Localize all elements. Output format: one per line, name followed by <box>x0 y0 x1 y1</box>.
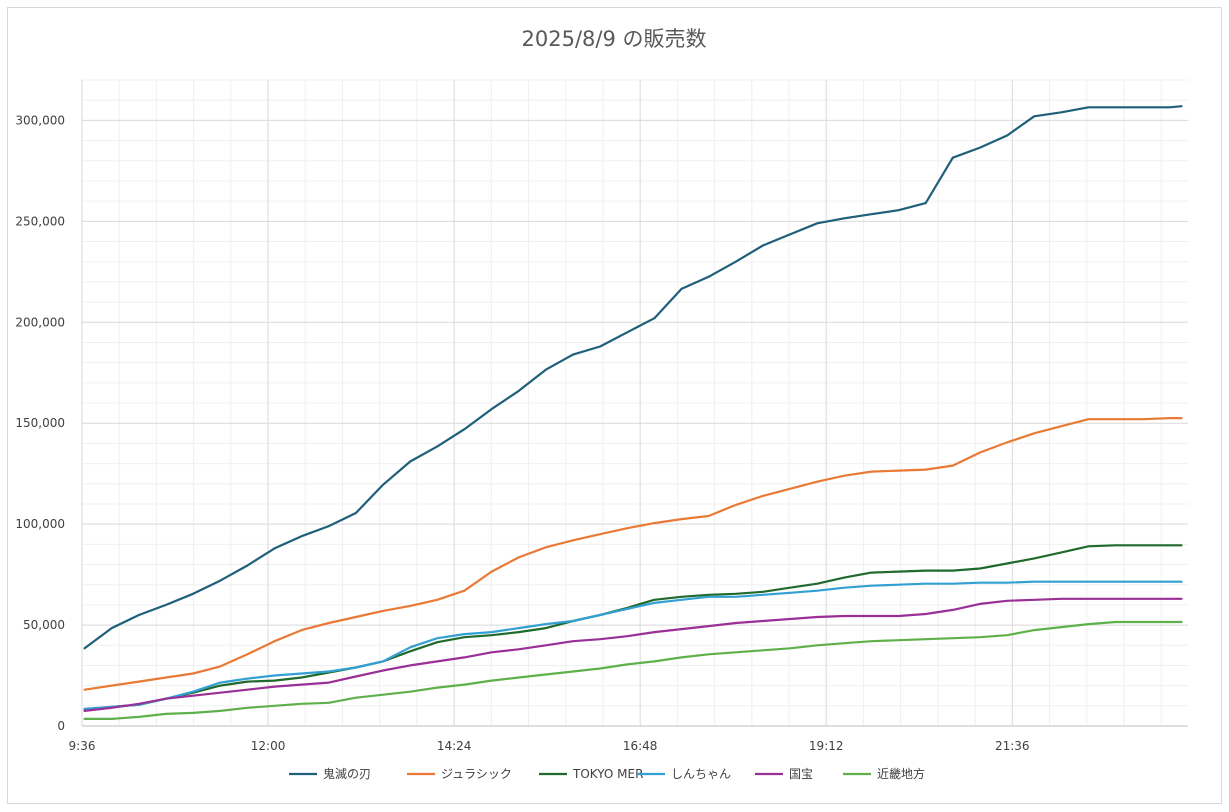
chart-frame <box>7 7 1222 804</box>
y-tick-label: 300,000 <box>15 113 65 127</box>
series-line <box>83 597 1183 713</box>
legend-label: しんちゃん <box>671 767 731 781</box>
series-line <box>83 580 1183 710</box>
chart-title: 2025/8/9 の販売数 <box>522 27 707 51</box>
legend: 鬼滅の刃 ジュラシック TOKYO MER しんちゃん 国宝 近畿地方 <box>289 766 925 781</box>
legend-label: 鬼滅の刃 <box>323 766 371 781</box>
y-tick-label: 200,000 <box>15 315 65 329</box>
major-gridlines <box>82 80 1188 726</box>
x-tick-label: 14:24 <box>437 739 472 753</box>
legend-label: 近畿地方 <box>877 766 925 781</box>
legend-label: 国宝 <box>789 767 813 781</box>
series-line <box>83 105 1183 650</box>
legend-label: TOKYO MER <box>572 767 643 781</box>
y-axis-tick-labels: 0 50,000 100,000 150,000 200,000 250,000 300,0… <box>15 113 65 733</box>
minor-gridlines <box>82 79 1188 726</box>
axes <box>81 80 1188 727</box>
y-tick-label: 250,000 <box>15 214 65 228</box>
x-tick-label: 12:00 <box>251 739 286 753</box>
y-tick-label: 0 <box>57 719 65 733</box>
y-tick-label: 50,000 <box>23 618 65 632</box>
x-tick-label: 16:48 <box>623 739 658 753</box>
series-line <box>83 544 1183 712</box>
y-tick-label: 150,000 <box>15 416 65 430</box>
x-tick-label: 19:12 <box>809 739 844 753</box>
x-tick-label: 21:36 <box>995 739 1030 753</box>
series-lines <box>83 105 1183 721</box>
y-tick-label: 100,000 <box>15 517 65 531</box>
x-tick-label: 9:36 <box>69 739 96 753</box>
x-axis-tick-labels: 9:36 12:00 14:24 16:48 19:12 21:36 <box>69 739 1030 753</box>
legend-label: ジュラシック <box>441 767 512 781</box>
series-line <box>83 620 1183 721</box>
series-line <box>83 417 1183 691</box>
